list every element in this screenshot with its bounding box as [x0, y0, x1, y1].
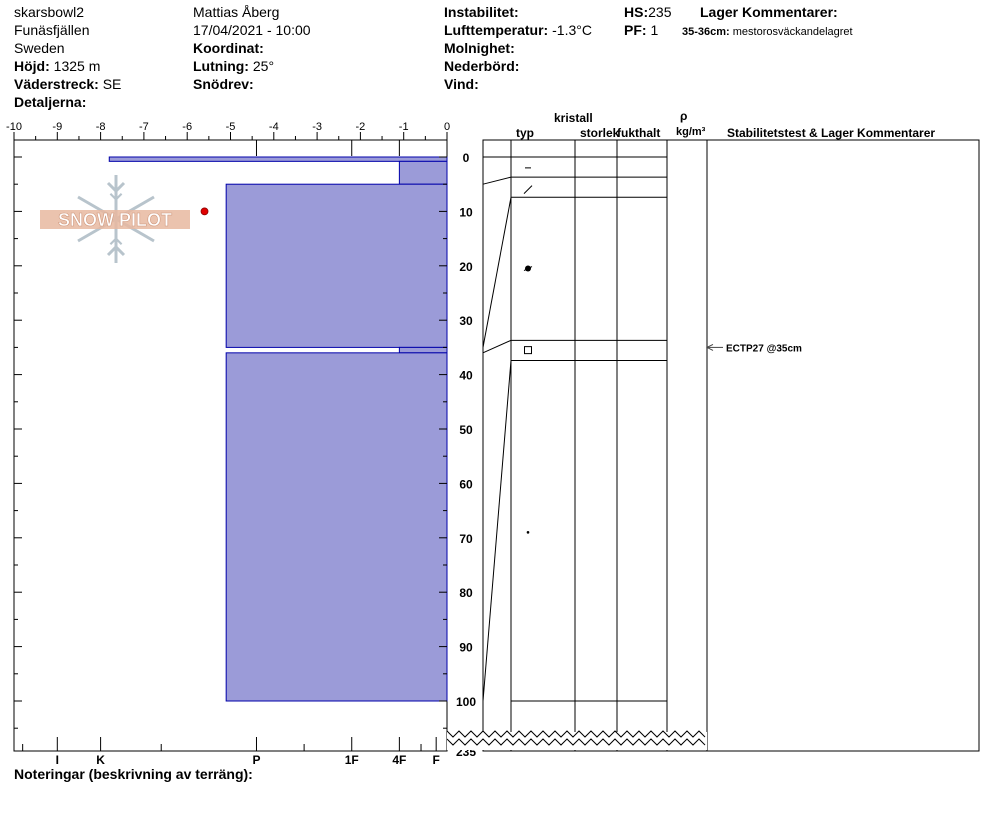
- break-zigzag-top: [446, 738, 706, 746]
- hardness-layer-2: [225, 183, 448, 348]
- air-temp-value: -1.3°C: [552, 22, 592, 38]
- temperature-point: [200, 207, 209, 216]
- col-crystal: kristall: [554, 111, 593, 125]
- air-temp-label: Lufttemperatur:: [444, 22, 549, 38]
- col-size: storlek: [580, 126, 620, 140]
- hardness-tick-label: F: [433, 753, 440, 767]
- temp-tick-label: -7: [139, 121, 149, 133]
- depth-label: 20: [459, 260, 473, 274]
- depth-label: 10: [459, 205, 473, 219]
- depth-label: 80: [459, 586, 473, 600]
- pf-value: 1: [650, 22, 659, 38]
- wind-label: Vind:: [444, 76, 479, 92]
- layer-comments-label: Lager Kommentarer:: [700, 4, 838, 20]
- hs-label: HS:: [624, 4, 649, 20]
- col-stability: Stabilitetstest & Lager Kommentarer: [727, 126, 936, 140]
- pf-label: PF:: [624, 22, 647, 38]
- table-frame: [482, 139, 980, 752]
- stability-test-label: ECTP27 @35cm: [726, 343, 802, 354]
- temp-tick-label: -10: [6, 121, 22, 133]
- aspect-label: Väderstreck:: [14, 76, 99, 92]
- precip-label: Nederbörd:: [444, 58, 520, 74]
- stability-arrow-head: [705, 343, 714, 351]
- hs: HS:235: [624, 3, 671, 21]
- depth-label: 40: [459, 369, 473, 383]
- details-label: Detaljerna:: [14, 94, 87, 110]
- temp-tick-label: -3: [312, 121, 322, 133]
- hardness-layer-3: [398, 346, 448, 354]
- depth-label: 100: [456, 695, 476, 709]
- break-zigzag-bottom: [446, 730, 706, 738]
- crystal-symbol-ring-stroke: [523, 266, 533, 271]
- datetime: 17/04/2021 - 10:00: [193, 22, 311, 38]
- hardness-layer-0: [108, 156, 448, 162]
- temp-tick-label: -6: [182, 121, 192, 133]
- elevation: Höjd: 1325 m: [14, 57, 100, 75]
- temp-tick-label: -9: [52, 121, 62, 133]
- hardness-tick-label: K: [96, 753, 105, 767]
- site-name: skarsbowl2: [14, 4, 85, 20]
- temp-tick-label: 0: [444, 121, 450, 133]
- hardness-layer-1: [398, 160, 448, 185]
- temp-tick-label: -2: [356, 121, 366, 133]
- depth-label: 0: [463, 151, 470, 165]
- temp-tick-label: -4: [269, 121, 279, 133]
- aspect-value: SE: [102, 76, 122, 92]
- air-temp: Lufttemperatur: -1.3°C: [444, 21, 592, 39]
- aspect: Väderstreck: SE: [14, 75, 121, 93]
- temp-tick-label: -8: [96, 121, 106, 133]
- hardness-tick-label: 1F: [345, 753, 359, 767]
- depth-label: 70: [459, 532, 473, 546]
- crystal-symbol-slash: [523, 185, 533, 194]
- slope-value: 25°: [252, 58, 275, 74]
- col-type: typ: [516, 126, 534, 140]
- drift-label: Snödrev:: [193, 76, 254, 92]
- pf: PF: 1: [624, 21, 658, 39]
- depth-label: 30: [459, 314, 473, 328]
- layer-comment-text: mestorosväckandelagret: [732, 26, 853, 38]
- col-rho: ρ: [680, 109, 688, 123]
- crystal-symbol-dot: [526, 531, 530, 534]
- country: Sweden: [14, 40, 65, 56]
- logo-text: SNOW PILOT: [58, 210, 172, 230]
- instability-label: Instabilitet:: [444, 4, 519, 20]
- depth-label: 50: [459, 423, 473, 437]
- temp-tick-label: -1: [399, 121, 409, 133]
- area-name: Funäsfjällen: [14, 22, 90, 38]
- slope: Lutning: 25°: [193, 57, 274, 75]
- hardness-tick-label: P: [252, 753, 260, 767]
- col-density-unit: kg/m³: [676, 126, 706, 138]
- slope-label: Lutning:: [193, 58, 249, 74]
- col-moisture: fukthalt: [617, 126, 661, 140]
- hardness-layer-4: [225, 352, 448, 702]
- layer-connector: [482, 197, 512, 348]
- notes-label: Noteringar (beskrivning av terräng):: [14, 766, 253, 782]
- logo-banner: [40, 210, 190, 229]
- layer-connector: [482, 176, 512, 185]
- hs-value: 235: [648, 4, 672, 20]
- layer-connector: [482, 339, 512, 354]
- layer-connector: [482, 360, 512, 702]
- depth-label: 90: [459, 641, 473, 655]
- hardness-tick-label: 4F: [392, 753, 406, 767]
- crystal-symbol-square: [524, 346, 532, 355]
- temp-tick-label: -5: [226, 121, 236, 133]
- layer-comment: 35-36cm: mestorosväckandelagret: [682, 23, 853, 41]
- elevation-value: 1325 m: [53, 58, 101, 74]
- observer: Mattias Åberg: [193, 4, 280, 20]
- layer-comment-range: 35-36cm:: [682, 26, 730, 38]
- coord-label: Koordinat:: [193, 40, 264, 56]
- depth-label: 60: [459, 477, 473, 491]
- sky-label: Molnighet:: [444, 40, 515, 56]
- hardness-tick-label: I: [56, 753, 59, 767]
- elevation-label: Höjd:: [14, 58, 50, 74]
- snowpilot-logo: SNOW PILOT: [40, 173, 190, 265]
